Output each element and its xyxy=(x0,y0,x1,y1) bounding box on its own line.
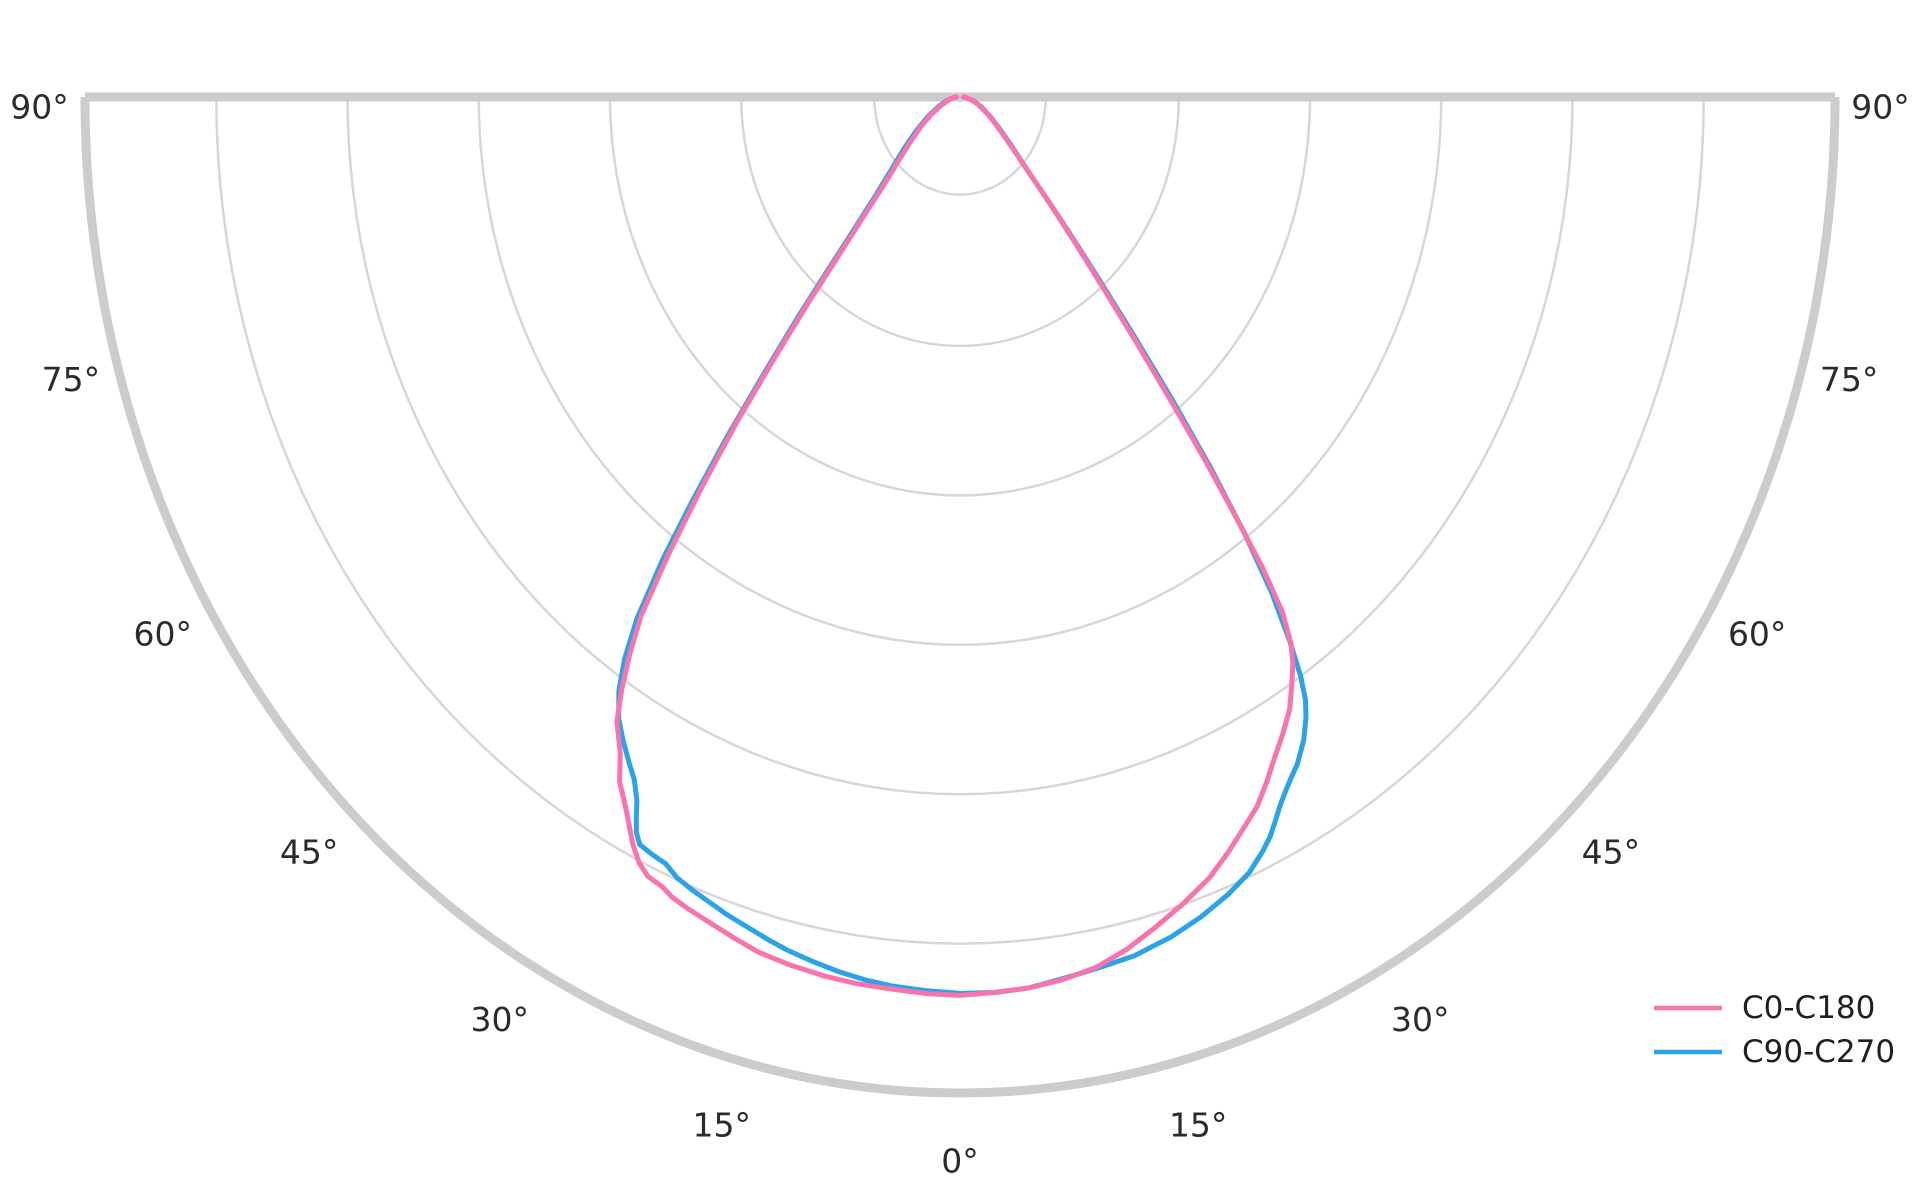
radial-gridline-1 xyxy=(740,96,1181,348)
angle-label-30: 30° xyxy=(1391,1000,1450,1039)
curves xyxy=(614,94,1309,998)
angle-label-0: 0° xyxy=(941,1141,979,1177)
angle-label--15: 15° xyxy=(693,1105,752,1144)
angle-labels: 90° 75° 60° 45° 30° 15° 0° 15° 30° 45° 60° 75° 90° xyxy=(10,88,1910,1177)
angle-label-75: 75° xyxy=(1820,360,1879,399)
angle-label--90: 90° xyxy=(10,88,69,127)
angle-label-90: 90° xyxy=(1851,88,1910,127)
legend-label-c0-c180: C0-C180 xyxy=(1742,990,1875,1026)
angle-label-45: 45° xyxy=(1582,833,1641,872)
angle-label--60: 60° xyxy=(134,614,193,653)
curve-c0-c180 xyxy=(614,94,1296,998)
chart-border xyxy=(80,92,1840,1098)
angle-label--30: 30° xyxy=(471,1000,530,1039)
angle-label-60: 60° xyxy=(1728,614,1787,653)
curve-c90-c270 xyxy=(616,94,1309,996)
radial-gridline-2 xyxy=(608,96,1312,497)
angle-label--75: 75° xyxy=(42,360,101,399)
radial-gridline-3 xyxy=(477,96,1443,647)
angle-label--45: 45° xyxy=(280,833,339,872)
border-outer-arc xyxy=(80,96,1840,1098)
polar-grid xyxy=(215,96,1706,945)
radial-gridline-5 xyxy=(215,96,1706,945)
radial-gridline-4 xyxy=(346,96,1574,796)
legend: C0-C180 C90-C270 xyxy=(1654,990,1895,1070)
angle-label-15: 15° xyxy=(1169,1105,1228,1144)
legend-label-c90-c270: C90-C270 xyxy=(1742,1034,1895,1070)
radial-gridline-0 xyxy=(873,96,1048,196)
